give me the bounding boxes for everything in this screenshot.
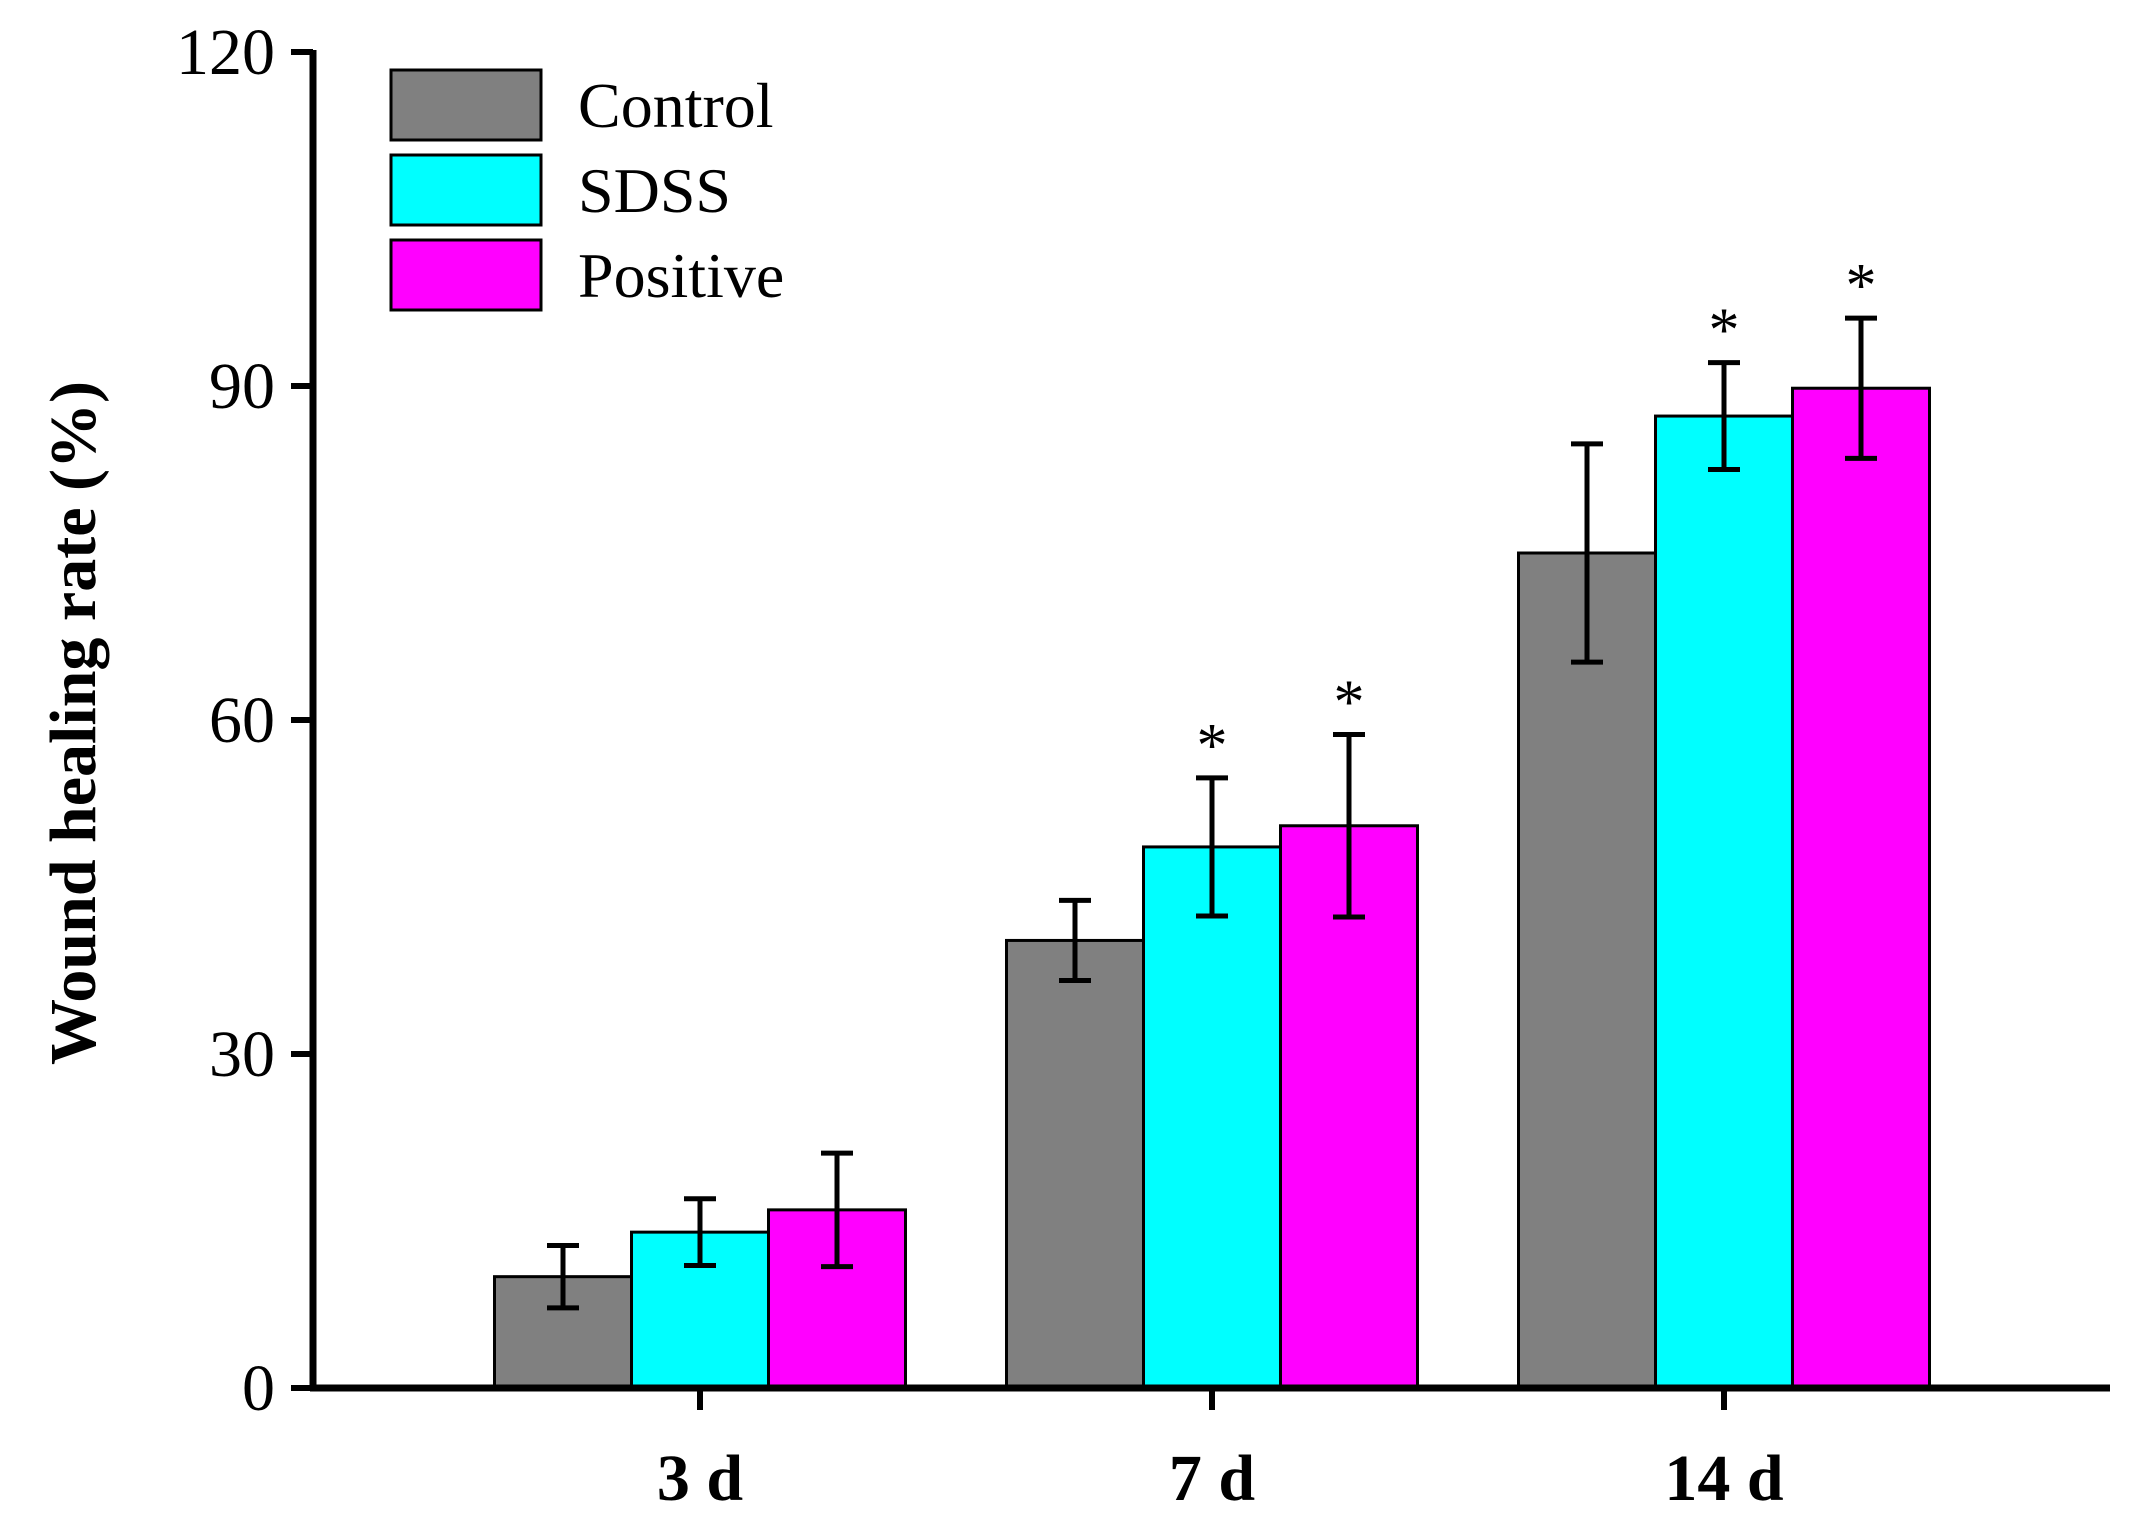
legend-swatch-sdss	[389, 153, 543, 227]
significance-mark-positive-2: *	[1846, 252, 1877, 320]
x-tick-label-0: 3 d	[657, 1442, 743, 1515]
bar-sdss-1	[1142, 845, 1282, 1390]
legend-label-positive: Positive	[578, 240, 784, 311]
significance-layer: * * * *	[1197, 252, 1877, 780]
x-tick-label-1: 7 d	[1169, 1442, 1255, 1515]
error-bars-layer	[547, 315, 1877, 1311]
x-tick-label-2: 14 d	[1664, 1442, 1783, 1515]
legend-label-control: Control	[578, 70, 774, 141]
legend: Control SDSS Positive	[389, 68, 784, 312]
y-tick-label-0: 0	[242, 1352, 275, 1425]
legend-label-sdss: SDSS	[578, 155, 731, 226]
bar-positive-2	[1791, 386, 1931, 1390]
y-tick-label-60: 60	[209, 684, 275, 757]
legend-swatch-positive	[389, 238, 543, 312]
legend-swatch-control	[389, 68, 543, 142]
bar-control-2	[1517, 551, 1657, 1390]
significance-mark-sdss-1: *	[1197, 712, 1228, 780]
bar-control-1	[1005, 938, 1145, 1390]
y-tick-label-30: 30	[209, 1018, 275, 1091]
bar-sdss-2	[1654, 414, 1794, 1390]
y-tick-label-90: 90	[209, 350, 275, 423]
y-tick-label-120: 120	[176, 16, 275, 89]
significance-mark-sdss-2: *	[1709, 297, 1740, 365]
axes-layer: 0 30 60 90 120 3 d 7 d 14 d	[176, 16, 2110, 1515]
significance-mark-positive-1: *	[1334, 668, 1365, 736]
y-axis-title: Wound healing rate (%)	[37, 381, 110, 1065]
